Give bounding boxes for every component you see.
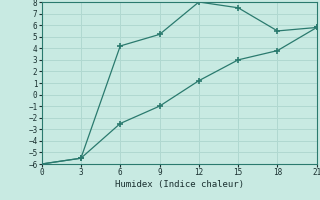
X-axis label: Humidex (Indice chaleur): Humidex (Indice chaleur) [115,180,244,189]
